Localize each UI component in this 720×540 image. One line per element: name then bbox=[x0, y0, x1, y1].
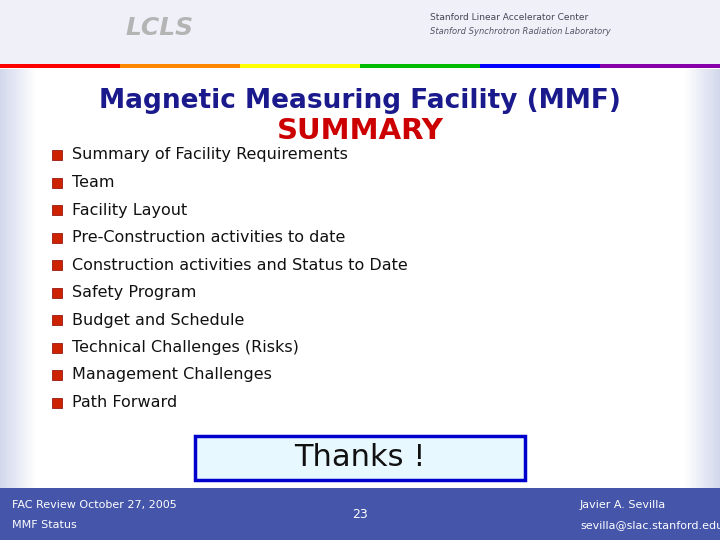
FancyBboxPatch shape bbox=[52, 315, 62, 325]
FancyBboxPatch shape bbox=[52, 178, 62, 187]
Text: FAC Review October 27, 2005: FAC Review October 27, 2005 bbox=[12, 500, 176, 510]
FancyBboxPatch shape bbox=[700, 69, 701, 488]
FancyBboxPatch shape bbox=[12, 69, 13, 488]
FancyBboxPatch shape bbox=[719, 69, 720, 488]
Text: Team: Team bbox=[72, 175, 114, 190]
FancyBboxPatch shape bbox=[22, 69, 23, 488]
FancyBboxPatch shape bbox=[52, 370, 62, 380]
Text: Facility Layout: Facility Layout bbox=[72, 202, 187, 218]
FancyBboxPatch shape bbox=[27, 69, 28, 488]
FancyBboxPatch shape bbox=[15, 69, 17, 488]
FancyBboxPatch shape bbox=[360, 64, 480, 68]
FancyBboxPatch shape bbox=[14, 69, 15, 488]
Text: Construction activities and Status to Date: Construction activities and Status to Da… bbox=[72, 258, 408, 273]
Text: sevilla@slac.stanford.edu: sevilla@slac.stanford.edu bbox=[580, 521, 720, 530]
FancyBboxPatch shape bbox=[11, 69, 12, 488]
FancyBboxPatch shape bbox=[4, 69, 6, 488]
FancyBboxPatch shape bbox=[718, 69, 719, 488]
FancyBboxPatch shape bbox=[703, 69, 705, 488]
FancyBboxPatch shape bbox=[707, 69, 708, 488]
FancyBboxPatch shape bbox=[0, 64, 120, 68]
FancyBboxPatch shape bbox=[13, 69, 14, 488]
FancyBboxPatch shape bbox=[480, 64, 600, 68]
FancyBboxPatch shape bbox=[9, 69, 11, 488]
FancyBboxPatch shape bbox=[709, 69, 711, 488]
FancyBboxPatch shape bbox=[20, 69, 21, 488]
FancyBboxPatch shape bbox=[17, 69, 19, 488]
FancyBboxPatch shape bbox=[2, 69, 4, 488]
FancyBboxPatch shape bbox=[711, 69, 712, 488]
FancyBboxPatch shape bbox=[690, 69, 692, 488]
FancyBboxPatch shape bbox=[693, 69, 694, 488]
FancyBboxPatch shape bbox=[8, 69, 9, 488]
FancyBboxPatch shape bbox=[26, 69, 27, 488]
Text: LCLS: LCLS bbox=[126, 16, 194, 40]
FancyBboxPatch shape bbox=[52, 205, 62, 215]
FancyBboxPatch shape bbox=[28, 69, 30, 488]
Text: Safety Program: Safety Program bbox=[72, 285, 197, 300]
FancyBboxPatch shape bbox=[52, 287, 62, 298]
FancyBboxPatch shape bbox=[0, 488, 720, 540]
FancyBboxPatch shape bbox=[705, 69, 706, 488]
FancyBboxPatch shape bbox=[713, 69, 714, 488]
FancyBboxPatch shape bbox=[600, 64, 720, 68]
FancyBboxPatch shape bbox=[52, 233, 62, 242]
FancyBboxPatch shape bbox=[24, 69, 26, 488]
FancyBboxPatch shape bbox=[52, 397, 62, 408]
Text: Stanford Synchrotron Radiation Laboratory: Stanford Synchrotron Radiation Laborator… bbox=[430, 28, 611, 37]
FancyBboxPatch shape bbox=[714, 69, 716, 488]
FancyBboxPatch shape bbox=[701, 69, 703, 488]
FancyBboxPatch shape bbox=[0, 69, 1, 488]
Text: Magnetic Measuring Facility (MMF): Magnetic Measuring Facility (MMF) bbox=[99, 88, 621, 114]
Text: SUMMARY: SUMMARY bbox=[276, 117, 444, 145]
Text: Path Forward: Path Forward bbox=[72, 395, 177, 410]
FancyBboxPatch shape bbox=[240, 64, 360, 68]
FancyBboxPatch shape bbox=[712, 69, 713, 488]
FancyBboxPatch shape bbox=[0, 0, 720, 65]
Text: Technical Challenges (Risks): Technical Challenges (Risks) bbox=[72, 340, 299, 355]
FancyBboxPatch shape bbox=[52, 260, 62, 270]
FancyBboxPatch shape bbox=[195, 436, 525, 480]
FancyBboxPatch shape bbox=[19, 69, 20, 488]
FancyBboxPatch shape bbox=[692, 69, 693, 488]
FancyBboxPatch shape bbox=[697, 69, 698, 488]
FancyBboxPatch shape bbox=[708, 69, 709, 488]
FancyBboxPatch shape bbox=[52, 150, 62, 160]
Text: Pre-Construction activities to date: Pre-Construction activities to date bbox=[72, 230, 346, 245]
FancyBboxPatch shape bbox=[0, 69, 720, 488]
Text: Stanford Linear Accelerator Center: Stanford Linear Accelerator Center bbox=[430, 14, 588, 23]
Text: 23: 23 bbox=[352, 508, 368, 521]
FancyBboxPatch shape bbox=[694, 69, 696, 488]
Text: Javier A. Sevilla: Javier A. Sevilla bbox=[580, 500, 666, 510]
FancyBboxPatch shape bbox=[698, 69, 699, 488]
FancyBboxPatch shape bbox=[696, 69, 697, 488]
Text: Management Challenges: Management Challenges bbox=[72, 368, 272, 382]
FancyBboxPatch shape bbox=[699, 69, 700, 488]
Text: Summary of Facility Requirements: Summary of Facility Requirements bbox=[72, 147, 348, 163]
FancyBboxPatch shape bbox=[52, 342, 62, 353]
FancyBboxPatch shape bbox=[1, 69, 2, 488]
FancyBboxPatch shape bbox=[23, 69, 24, 488]
Text: Budget and Schedule: Budget and Schedule bbox=[72, 313, 244, 327]
FancyBboxPatch shape bbox=[716, 69, 718, 488]
FancyBboxPatch shape bbox=[706, 69, 707, 488]
FancyBboxPatch shape bbox=[6, 69, 7, 488]
Text: MMF Status: MMF Status bbox=[12, 521, 77, 530]
FancyBboxPatch shape bbox=[120, 64, 240, 68]
FancyBboxPatch shape bbox=[7, 69, 8, 488]
FancyBboxPatch shape bbox=[21, 69, 22, 488]
Text: Thanks !: Thanks ! bbox=[294, 443, 426, 472]
